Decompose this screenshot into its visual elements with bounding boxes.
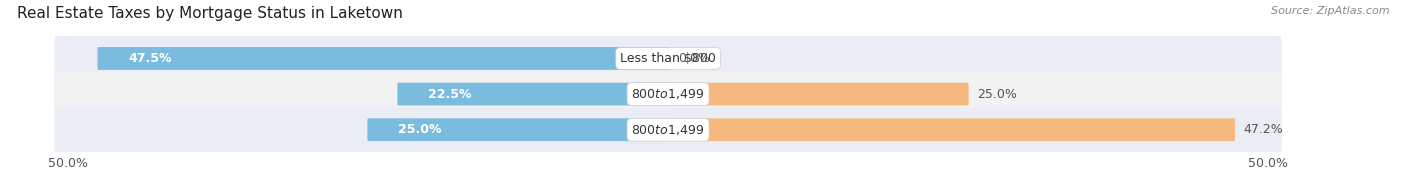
FancyBboxPatch shape bbox=[55, 107, 1282, 152]
Text: 47.5%: 47.5% bbox=[128, 52, 172, 65]
Text: 22.5%: 22.5% bbox=[427, 88, 471, 101]
FancyBboxPatch shape bbox=[97, 47, 669, 70]
Text: $800 to $1,499: $800 to $1,499 bbox=[631, 123, 704, 137]
Text: 25.0%: 25.0% bbox=[398, 123, 441, 136]
FancyBboxPatch shape bbox=[668, 118, 1234, 141]
Text: Real Estate Taxes by Mortgage Status in Laketown: Real Estate Taxes by Mortgage Status in … bbox=[17, 6, 402, 21]
Text: 25.0%: 25.0% bbox=[977, 88, 1018, 101]
FancyBboxPatch shape bbox=[55, 36, 1282, 81]
FancyBboxPatch shape bbox=[668, 83, 969, 105]
Text: Less than $800: Less than $800 bbox=[620, 52, 716, 65]
Text: Source: ZipAtlas.com: Source: ZipAtlas.com bbox=[1271, 6, 1389, 16]
Text: 0.0%: 0.0% bbox=[678, 52, 710, 65]
Text: 47.2%: 47.2% bbox=[1244, 123, 1284, 136]
FancyBboxPatch shape bbox=[367, 118, 669, 141]
FancyBboxPatch shape bbox=[398, 83, 669, 105]
FancyBboxPatch shape bbox=[55, 72, 1282, 117]
Text: $800 to $1,499: $800 to $1,499 bbox=[631, 87, 704, 101]
